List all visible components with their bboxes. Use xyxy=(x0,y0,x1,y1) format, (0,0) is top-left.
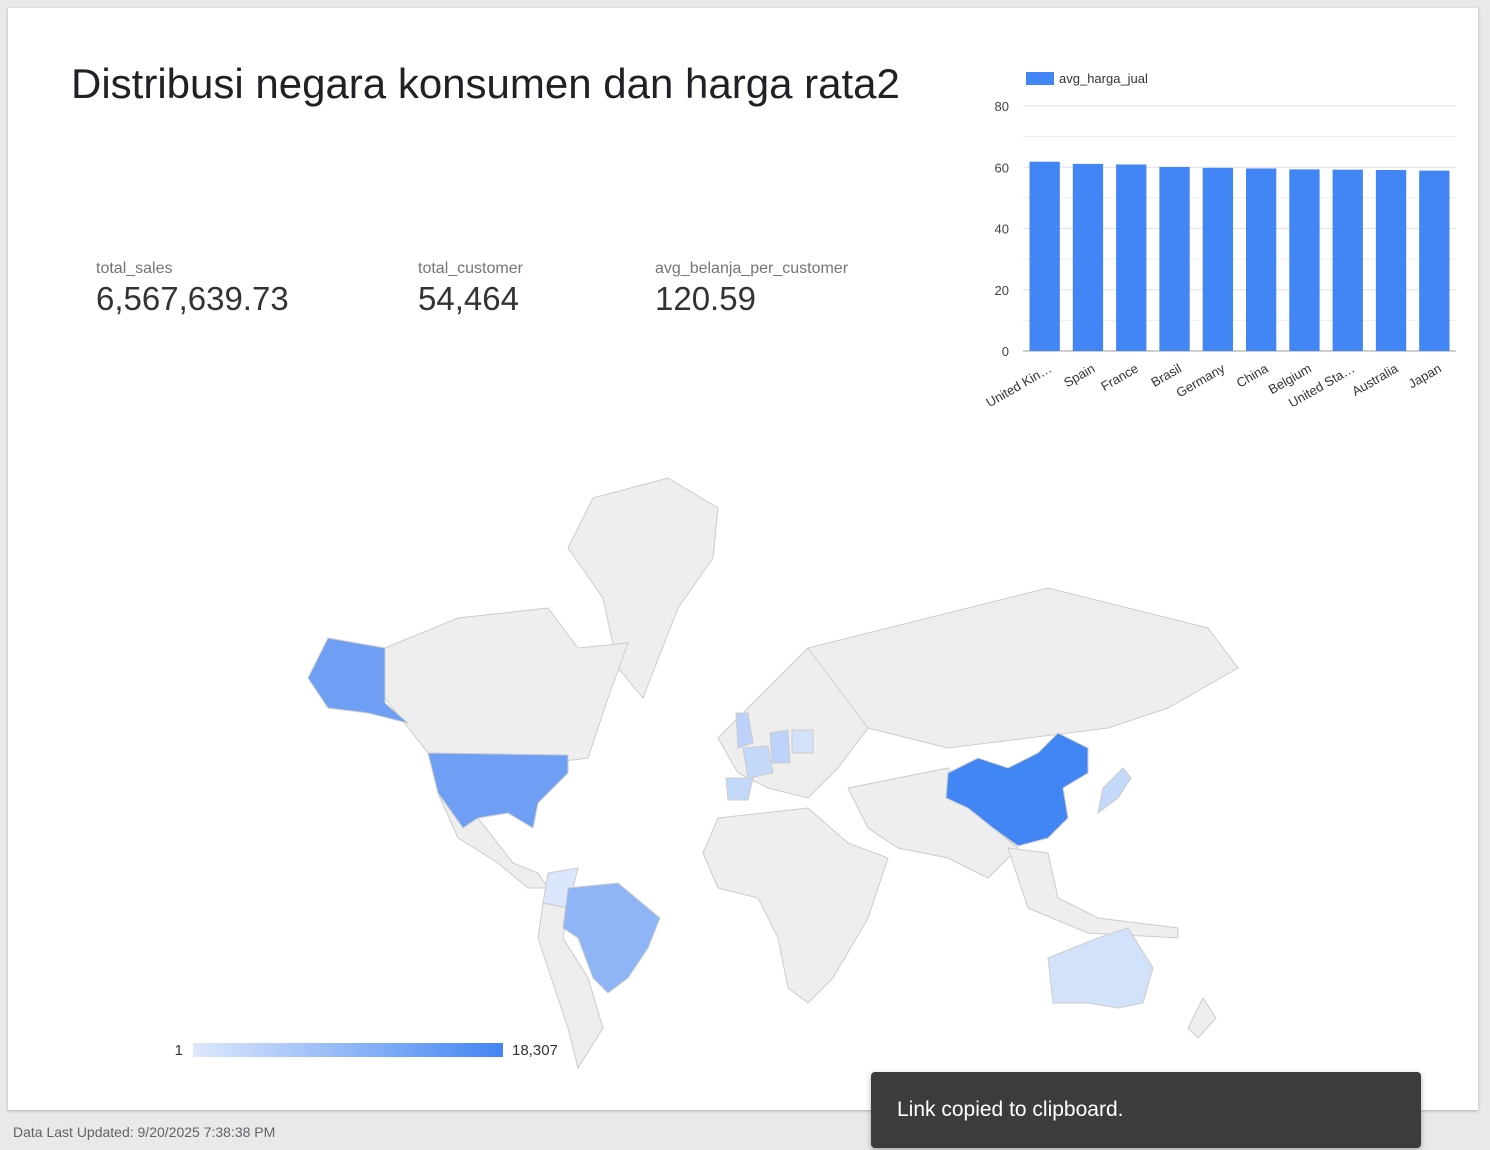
x-tick-label: United Kin… xyxy=(983,361,1054,410)
report-title: Distribusi negara konsumen dan harga rat… xyxy=(71,60,900,107)
kpi-total-customer: total_customer 54,464 xyxy=(418,260,523,318)
data-last-updated: Data Last Updated: 9/20/2025 7:38:38 PM xyxy=(13,1124,276,1140)
legend-label[interactable]: avg_harga_jual xyxy=(1059,71,1148,86)
region-china[interactable] xyxy=(945,732,1089,847)
region-mexico xyxy=(437,792,549,889)
bar[interactable] xyxy=(1332,169,1363,351)
region-alaska[interactable] xyxy=(307,637,409,724)
report-canvas: Distribusi negara konsumen dan harga rat… xyxy=(8,8,1478,1110)
region-australia[interactable] xyxy=(1047,927,1154,1009)
bar[interactable] xyxy=(1029,161,1060,351)
x-tick-label: Germany xyxy=(1174,360,1228,400)
legend-swatch xyxy=(1026,72,1054,85)
bar[interactable] xyxy=(1419,170,1450,351)
kpi-avg-belanja: avg_belanja_per_customer 120.59 xyxy=(655,260,848,318)
toast-snackbar: Link copied to clipboard. xyxy=(871,1072,1421,1148)
kpi-value: 54,464 xyxy=(418,280,519,317)
color-scale-legend: 1 18,307 xyxy=(163,1038,583,1064)
kpi-value: 6,567,639.73 xyxy=(96,280,289,317)
scale-max-label: 18,307 xyxy=(512,1042,558,1059)
y-tick-label: 80 xyxy=(995,99,1009,114)
bar-chart[interactable]: 0 20 40 60 80 avg_harga_jual United Kin… Spain F… xyxy=(963,58,1473,428)
region-africa xyxy=(702,807,889,1004)
x-tick-label: Spain xyxy=(1061,361,1097,391)
region-russia xyxy=(807,587,1239,749)
toast-message: Link copied to clipboard. xyxy=(897,1098,1124,1121)
kpi-label: avg_belanja_per_customer xyxy=(655,260,849,277)
region-france[interactable] xyxy=(742,745,774,779)
region-brasil[interactable] xyxy=(562,882,661,994)
x-tick-label: France xyxy=(1098,361,1141,394)
region-japan[interactable] xyxy=(1097,767,1132,815)
y-tick-label: 40 xyxy=(995,222,1009,237)
bar[interactable] xyxy=(1072,163,1104,351)
region-poland[interactable] xyxy=(791,729,814,754)
scale-gradient-bar xyxy=(193,1043,503,1057)
world-geo-map[interactable] xyxy=(248,468,1248,1078)
x-tick-label: Australia xyxy=(1349,360,1401,399)
bar[interactable] xyxy=(1375,170,1407,351)
x-tick-label: Japan xyxy=(1406,361,1444,392)
kpi-value: 120.59 xyxy=(655,280,756,317)
y-tick-label: 20 xyxy=(995,283,1009,298)
y-tick-label: 60 xyxy=(995,160,1009,175)
x-tick-label: China xyxy=(1234,360,1272,390)
bar[interactable] xyxy=(1202,167,1234,351)
region-united-kingdom[interactable] xyxy=(735,712,754,749)
bar[interactable] xyxy=(1245,168,1277,351)
region-germany[interactable] xyxy=(769,729,791,764)
region-new-zealand xyxy=(1187,996,1217,1039)
scale-min-label: 1 xyxy=(174,1042,183,1059)
kpi-total-sales: total_sales 6,567,639.73 xyxy=(96,260,289,318)
kpi-label: total_customer xyxy=(418,260,523,277)
region-southeast-asia xyxy=(1007,847,1179,939)
kpi-label: total_sales xyxy=(96,260,173,277)
bar[interactable] xyxy=(1116,164,1147,351)
bar[interactable] xyxy=(1289,169,1320,351)
region-spain[interactable] xyxy=(725,777,754,801)
bar[interactable] xyxy=(1159,166,1190,351)
region-greenland xyxy=(567,477,719,699)
region-canada xyxy=(384,607,629,764)
y-tick-label: 0 xyxy=(1002,344,1009,359)
